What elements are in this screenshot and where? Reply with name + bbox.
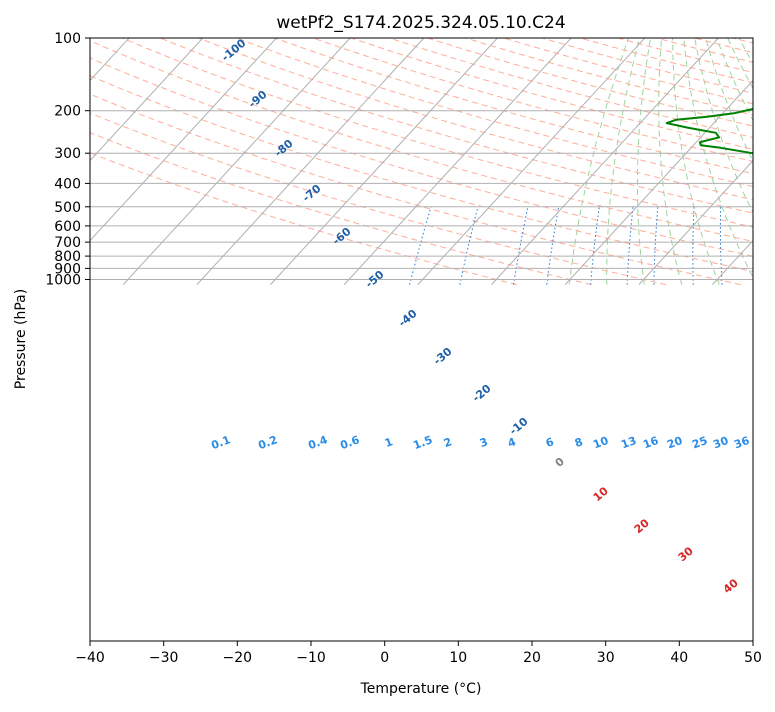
dry-adiabat-line bbox=[237, 38, 775, 285]
dry-adiabat-label: 0 bbox=[553, 455, 567, 470]
x-tick-label: 20 bbox=[523, 650, 541, 666]
mixing-ratio-line bbox=[460, 207, 478, 285]
mixing-ratio-label: 13 bbox=[619, 434, 638, 451]
mixing-ratio-line bbox=[693, 207, 694, 285]
isotherm-line bbox=[0, 38, 55, 285]
dry-adiabat-line bbox=[504, 38, 775, 285]
x-tick-label: 0 bbox=[380, 650, 389, 666]
mixing-ratio-label: 20 bbox=[665, 434, 684, 452]
y-tick-label: 500 bbox=[54, 200, 81, 216]
dry-adiabat-label: -60 bbox=[330, 225, 354, 248]
y-tick-label: 400 bbox=[54, 176, 81, 192]
dry-adiabat-label: -10 bbox=[507, 415, 531, 438]
mixing-ratio-label: 6 bbox=[544, 435, 556, 450]
mixing-ratio-label: 0.1 bbox=[209, 433, 232, 452]
y-tick-label: 1000 bbox=[45, 273, 81, 289]
mixing-ratio-line bbox=[627, 207, 633, 285]
mixing-ratio-line bbox=[720, 207, 722, 285]
mixing-ratio-label: 0.4 bbox=[306, 433, 329, 452]
dry-adiabat-label: 20 bbox=[632, 516, 652, 536]
x-axis-label: Temperature (°C) bbox=[360, 681, 482, 697]
dry-adiabat-label: 40 bbox=[721, 576, 741, 596]
dry-adiabat-line bbox=[84, 38, 775, 285]
dry-adiabat-line bbox=[275, 38, 775, 285]
isotherm-line bbox=[492, 38, 719, 285]
moist-adiabat-line bbox=[750, 38, 775, 285]
mixing-ratio-label: 16 bbox=[641, 434, 660, 452]
dry-adiabat-label: -90 bbox=[246, 88, 270, 111]
isotherm-line bbox=[123, 38, 350, 285]
dry-adiabat-line bbox=[46, 38, 775, 285]
dry-adiabat-line bbox=[542, 38, 775, 285]
isotherm-line bbox=[418, 38, 645, 285]
dry-adiabat-label: -100 bbox=[219, 36, 249, 64]
mixing-ratio-line bbox=[760, 207, 765, 285]
dry-adiabat-label: -80 bbox=[272, 137, 296, 160]
mixing-ratio-label: 10 bbox=[591, 434, 610, 452]
mixing-ratio-line bbox=[654, 207, 658, 285]
y-tick-label: 100 bbox=[54, 31, 81, 47]
dry-adiabat-label: -50 bbox=[363, 268, 387, 291]
x-tick-label: 30 bbox=[597, 650, 615, 666]
dry-adiabat-line bbox=[771, 38, 775, 285]
dry-adiabat-line bbox=[0, 38, 666, 285]
isotherm-line bbox=[344, 38, 571, 285]
mixing-ratio-label: 4 bbox=[506, 435, 518, 450]
dry-adiabat-line bbox=[8, 38, 775, 285]
chart-title: wetPf2_S174.2025.324.05.10.C24 bbox=[276, 13, 565, 33]
dry-adiabat-line bbox=[0, 38, 591, 285]
mixing-ratio-label: 30 bbox=[711, 434, 730, 452]
dry-adiabat-label: -30 bbox=[431, 345, 455, 368]
mixing-ratio-label: 25 bbox=[690, 434, 709, 451]
x-tick-label: 10 bbox=[449, 650, 467, 666]
moist-adiabat-line bbox=[739, 38, 775, 285]
dry-adiabat-line bbox=[351, 38, 775, 285]
plot-area: -100-90-80-70-60-50-40-30-20-10010203040… bbox=[0, 36, 775, 596]
mixing-ratio-line bbox=[514, 207, 528, 285]
mixing-ratio-label: 3 bbox=[478, 435, 490, 450]
mixing-ratio-label: 0.2 bbox=[256, 433, 279, 452]
dry-adiabat-label: -40 bbox=[396, 307, 420, 330]
dry-adiabat-line bbox=[313, 38, 775, 285]
dry-adiabat-label: -20 bbox=[470, 382, 494, 405]
moist-adiabat-line bbox=[607, 38, 640, 285]
isotherm-line bbox=[197, 38, 424, 285]
y-tick-label: 300 bbox=[54, 146, 81, 162]
dewpoint-profile-line bbox=[667, 38, 775, 249]
isotherm-line bbox=[271, 38, 498, 285]
mixing-ratio-line bbox=[410, 207, 431, 285]
mixing-ratio-label: 1 bbox=[383, 435, 395, 450]
mixing-ratio-label: 1.5 bbox=[411, 433, 434, 452]
moist-adiabat-line bbox=[761, 38, 775, 285]
x-tick-label: −30 bbox=[149, 650, 179, 666]
x-tick-label: −20 bbox=[223, 650, 253, 666]
isotherm-line bbox=[50, 38, 277, 285]
y-tick-label: 600 bbox=[54, 219, 81, 235]
dry-adiabat-label: -70 bbox=[300, 182, 324, 205]
y-axis-label: Pressure (hPa) bbox=[13, 289, 29, 389]
y-tick-label: 200 bbox=[54, 104, 81, 120]
isotherm-line bbox=[565, 38, 775, 285]
mixing-ratio-label: 36 bbox=[732, 434, 751, 452]
mixing-ratio-label: 8 bbox=[573, 435, 585, 450]
x-tick-label: −40 bbox=[75, 650, 105, 666]
dry-adiabat-label: 30 bbox=[676, 544, 696, 564]
x-tick-label: −10 bbox=[296, 650, 326, 666]
x-tick-label: 40 bbox=[670, 650, 688, 666]
mixing-ratio-label: 2 bbox=[442, 435, 454, 450]
dry-adiabat-label: 10 bbox=[591, 484, 611, 504]
mixing-ratio-label: 0.6 bbox=[338, 433, 361, 452]
moist-adiabat-line bbox=[706, 38, 775, 285]
x-tick-label: 50 bbox=[744, 650, 762, 666]
